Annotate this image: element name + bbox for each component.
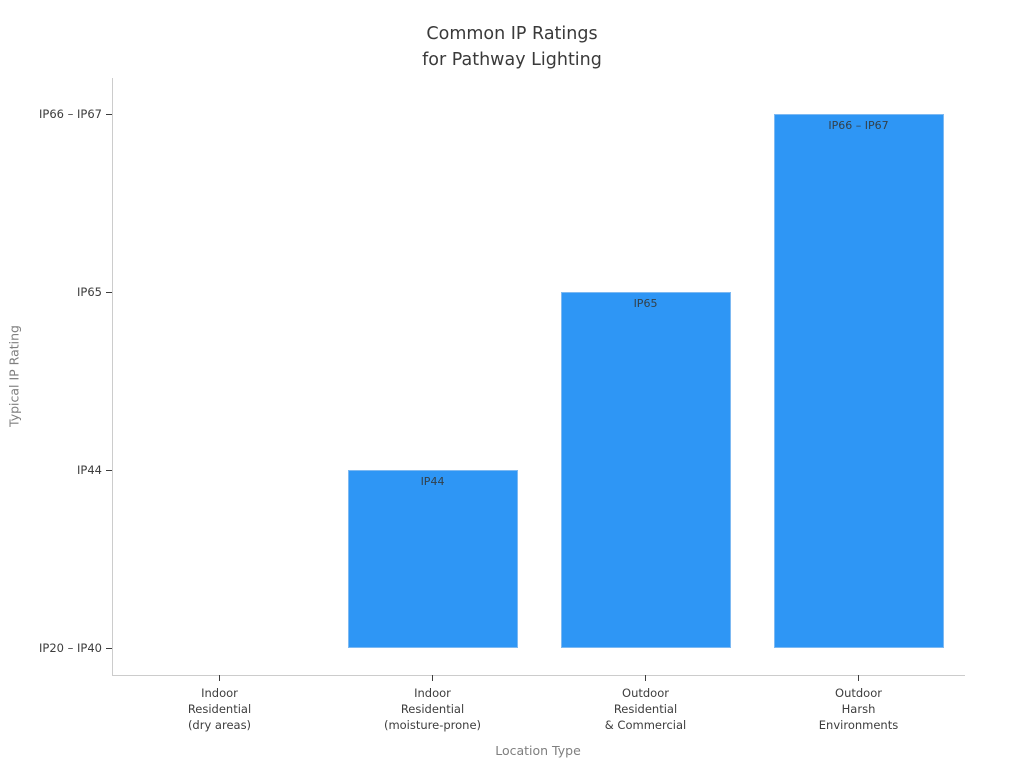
- x-axis-title: Location Type: [495, 743, 581, 758]
- x-tick-mark: [432, 675, 433, 681]
- chart-title: Common IP Ratings for Pathway Lighting: [422, 24, 602, 70]
- y-tick-label: IP44: [77, 463, 102, 477]
- bar-3: [560, 292, 731, 648]
- y-tick-label: IP66 – IP67: [39, 107, 102, 121]
- y-tick-label: IP20 – IP40: [39, 641, 102, 655]
- y-tick-mark: [106, 648, 112, 649]
- x-category-label: Outdoor Residential & Commercial: [604, 686, 687, 732]
- plot-area: IP20 – IP40 IP44 IP65 IP66 – IP67 Indoor Res…: [39, 78, 965, 732]
- bar-2: [347, 470, 518, 648]
- y-tick-mark: [106, 470, 112, 471]
- x-tick-mark: [645, 675, 646, 681]
- y-axis-title: Typical IP Rating: [6, 325, 22, 427]
- x-tick-mark: [219, 675, 220, 681]
- x-category-label: Indoor Residential (moisture-prone): [383, 686, 482, 732]
- y-tick-mark: [106, 114, 112, 115]
- x-category-label: Outdoor Harsh Environments: [818, 686, 899, 732]
- x-tick-mark: [858, 675, 859, 681]
- y-tick-label: IP65: [77, 285, 102, 299]
- x-category-label: Indoor Residential (dry areas): [187, 686, 252, 732]
- y-tick-mark: [106, 292, 112, 293]
- bar-4: [773, 114, 944, 648]
